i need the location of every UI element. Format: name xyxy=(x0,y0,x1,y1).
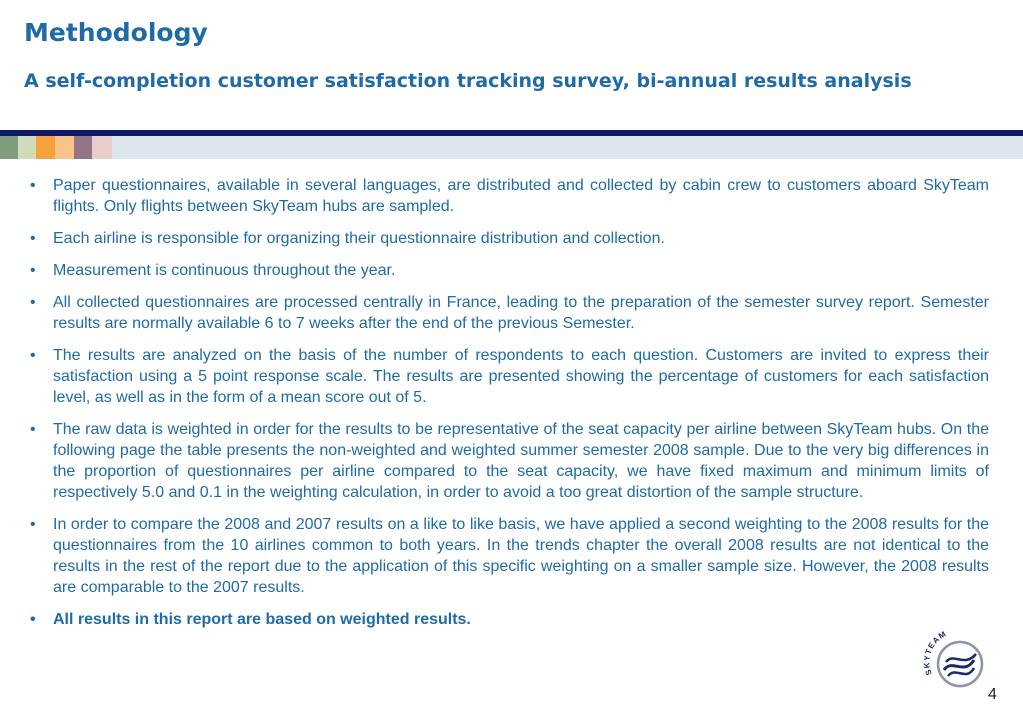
bullet-dot-icon: • xyxy=(30,262,36,279)
stripe-block xyxy=(112,136,1023,159)
page-title: Methodology xyxy=(24,18,208,47)
bullet-item: • All results in this report are based on… xyxy=(30,609,989,630)
bullet-text: The raw data is weighted in order for th… xyxy=(53,421,989,501)
bullet-text: All collected questionnaires are process… xyxy=(53,294,989,332)
stripe-block xyxy=(55,136,74,159)
bullet-text: Measurement is continuous throughout the… xyxy=(53,262,396,279)
bullet-item: • Paper questionnaires, available in seve… xyxy=(30,175,989,217)
bullet-item: • All collected questionnaires are proces… xyxy=(30,292,989,334)
bullet-item: • In order to compare the 2008 and 2007 r… xyxy=(30,514,989,598)
page-subtitle: A self-completion customer satisfaction … xyxy=(24,70,912,92)
bullet-text: All results in this report are based on … xyxy=(53,611,471,628)
header-rule xyxy=(0,130,1023,136)
bullet-dot-icon: • xyxy=(30,611,36,628)
bullet-text: Paper questionnaires, available in sever… xyxy=(53,177,989,215)
bullet-item: • Each airline is responsible for organiz… xyxy=(30,228,989,249)
bullet-text: Each airline is responsible for organizi… xyxy=(53,230,665,247)
stripe-block xyxy=(36,136,55,159)
skyteam-logo: SKYTEAM xyxy=(922,630,984,688)
bullet-list: • Paper questionnaires, available in seve… xyxy=(30,175,989,630)
color-stripe xyxy=(0,136,1023,159)
bullet-dot-icon: • xyxy=(30,516,36,533)
page-number: 4 xyxy=(988,686,997,703)
bullet-text: In order to compare the 2008 and 2007 re… xyxy=(53,516,989,596)
bullet-dot-icon: • xyxy=(30,347,36,364)
bullet-dot-icon: • xyxy=(30,294,36,311)
stripe-block xyxy=(0,136,18,159)
bullet-dot-icon: • xyxy=(30,421,36,438)
bullet-item: • The raw data is weighted in order for t… xyxy=(30,419,989,503)
bullet-item: • Measurement is continuous throughout th… xyxy=(30,260,989,281)
stripe-block xyxy=(18,136,36,159)
bullet-dot-icon: • xyxy=(30,230,36,247)
stripe-block xyxy=(74,136,92,159)
bullet-content: • Paper questionnaires, available in seve… xyxy=(30,175,989,641)
bullet-item: • The results are analyzed on the basis o… xyxy=(30,345,989,408)
stripe-block xyxy=(92,136,112,159)
bullet-dot-icon: • xyxy=(30,177,36,194)
bullet-text: The results are analyzed on the basis of… xyxy=(53,347,989,406)
